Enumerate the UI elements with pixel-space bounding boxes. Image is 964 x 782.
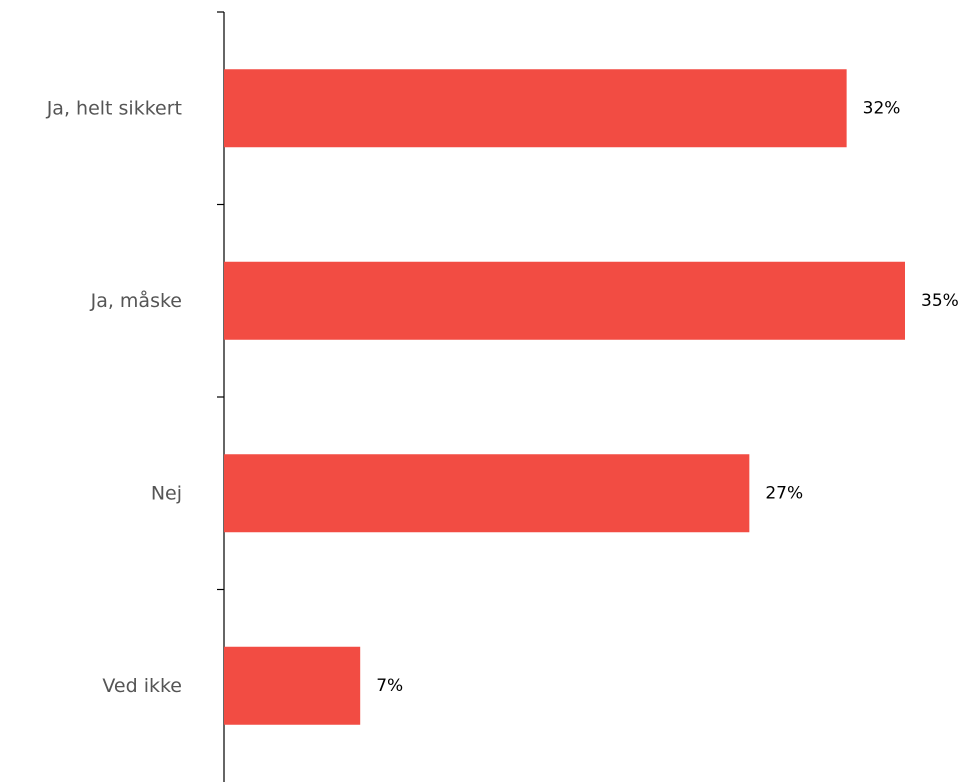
value-label: 32%: [863, 98, 901, 118]
value-label: 35%: [921, 291, 959, 311]
axis-layer: [217, 11, 225, 782]
category-label: Ved ikke: [102, 675, 182, 697]
category-label: Nej: [151, 482, 182, 504]
value-label: 27%: [765, 483, 803, 503]
bar: [224, 454, 750, 533]
bar: [224, 69, 847, 148]
bar: [224, 261, 905, 340]
category-label: Ja, helt sikkert: [46, 97, 182, 119]
labels-layer: Ja, helt sikkert 32% Ja, måske 35% Nej 27% Ved…: [46, 97, 959, 697]
bars-layer: [224, 69, 905, 725]
value-label: 7%: [376, 676, 403, 696]
category-label: Ja, måske: [90, 289, 182, 312]
bar: [224, 646, 361, 725]
